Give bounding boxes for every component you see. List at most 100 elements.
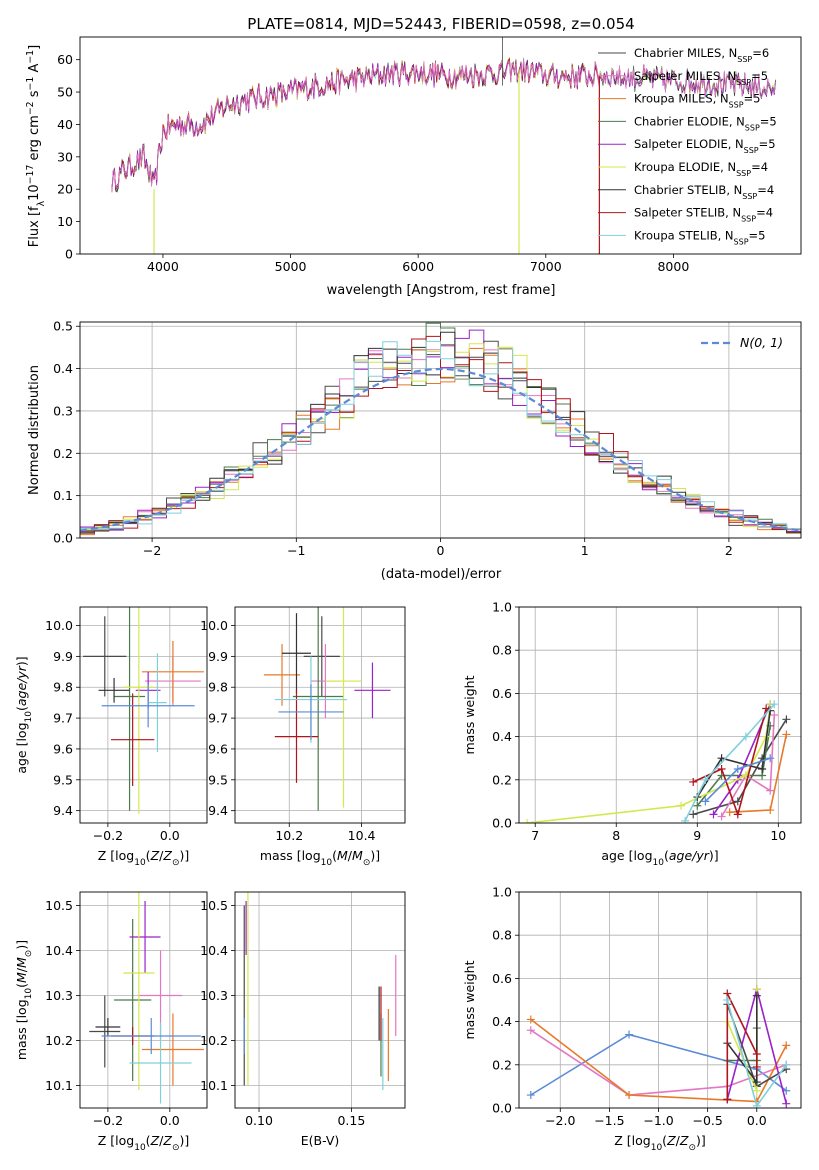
- x-axis-label: E(B-V): [301, 1133, 340, 1148]
- residuals-x-label: (data-model)/error: [381, 567, 502, 582]
- label-part: Salpeter MILES, N: [634, 69, 736, 83]
- label-part: Z: [150, 848, 160, 863]
- label-part: /: [159, 1133, 164, 1148]
- y-tick-label: 10.2: [45, 1033, 73, 1048]
- y-tick-label: 9.9: [53, 649, 73, 664]
- x-tick-label: 10: [770, 828, 786, 843]
- label-part: SSP: [741, 214, 756, 223]
- label-part: )]: [370, 848, 380, 863]
- label-part: Normed distribution: [27, 365, 42, 495]
- label-part: mass weight: [462, 675, 477, 754]
- label-part: s: [27, 90, 42, 101]
- label-part: 10: [24, 711, 34, 723]
- legend-label: Chabrier ELODIE, NSSP=5: [634, 114, 777, 131]
- x-tick-label: 0.0: [160, 828, 180, 843]
- axes-frame: [518, 891, 802, 1109]
- weight-marker-normal: [733, 765, 742, 773]
- weight-marker-kroupa_miles: [766, 806, 775, 815]
- weight-marker-salpeter_stelib: [762, 704, 771, 713]
- label-part: )]: [696, 1133, 706, 1148]
- x-tick-label: −0.5: [692, 1113, 722, 1128]
- panel-weight_vs_age: 7 8 9 10 0.0 0.2 0.4 0.6 0.8 1.0 mass weight age [l…: [462, 600, 802, 868]
- weight-marker-salpeter_miles: [766, 786, 775, 795]
- label-part: =4: [757, 183, 774, 197]
- weight-marker-kroupa_elodie: [752, 1086, 761, 1095]
- legend-label: Salpeter STELIB, NSSP=4: [634, 206, 773, 224]
- y-tick-label: 9.6: [208, 741, 228, 756]
- label-part: M: [14, 972, 29, 983]
- label-part: 10: [653, 858, 665, 868]
- y-tick-label: 10.1: [45, 1078, 73, 1093]
- y-tick-label: 0.8: [492, 928, 512, 943]
- label-part: Z [log: [98, 848, 134, 863]
- label-part: Kroupa ELODIE, N: [634, 160, 736, 174]
- panel-residuals: −2 −1 0 1 2 0.0 0.1 0.2 0.3 0.4 0.5 N(0, 1) (data-mo…: [27, 319, 802, 582]
- spectrum-y-label: Flux [fλ10−17 erg cm−2 s−1 A−1]: [25, 45, 47, 247]
- weight-marker-chabrier_stelib: [752, 991, 761, 1000]
- x-tick-label: 8000: [657, 259, 689, 274]
- x-axis-label: Z [log10(Z/Z⊙)]: [98, 1133, 190, 1153]
- label-part: (: [14, 706, 29, 711]
- weight-marker-salpeter_stelib: [733, 810, 742, 819]
- label-part: /: [348, 848, 353, 863]
- label-part: Z [log: [614, 1133, 650, 1148]
- label-part: =5: [759, 137, 776, 151]
- label-part: Chabrier MILES, N: [634, 46, 737, 60]
- y-tick-label: 30: [57, 149, 73, 164]
- weight-marker-kroupa_miles: [782, 730, 791, 739]
- panel-spectrum: 4000 5000 6000 7000 8000 0 10 20 30 40 50 60 wavelen…: [25, 36, 802, 298]
- label-part: 10: [24, 988, 34, 1000]
- label-part: Z [log: [98, 1133, 134, 1148]
- x-tick-label: 0.0: [160, 1113, 180, 1128]
- weight-marker-salpeter_miles: [717, 812, 726, 821]
- label-part: ⊙: [172, 858, 180, 868]
- label-part: (: [146, 848, 151, 863]
- label-part: =6: [752, 46, 769, 60]
- weight-marker-kroupa_stelib: [701, 775, 710, 784]
- label-part: Z: [162, 1133, 172, 1148]
- y-tick-label: 10.2: [200, 1033, 228, 1048]
- x-tick-label: 6000: [402, 259, 434, 274]
- weight-marker-salpeter_elodie: [709, 810, 718, 819]
- panel-age_vs_mass: 10.2 10.4 9.4 9.5 9.6 9.7 9.8 9.9 10.0 mass [log1…: [200, 606, 406, 868]
- weight-marker-kroupa_elodie: [523, 819, 532, 823]
- x-tick-label: 10.2: [275, 828, 303, 843]
- x-tick-label: 5000: [275, 259, 307, 274]
- label-part: mass weight: [462, 960, 477, 1039]
- weight-line-kroupa_stelib: [684, 703, 775, 822]
- weight-marker-salpeter_stelib: [689, 777, 698, 786]
- label-part: ⊙: [172, 1143, 180, 1153]
- label-part: /: [676, 1133, 681, 1148]
- x-tick-label: −2: [143, 543, 161, 558]
- weight-marker-kroupa_stelib: [723, 996, 732, 1004]
- plot-area: [263, 607, 391, 811]
- y-tick-label: 0.2: [53, 446, 73, 461]
- axes-frame: [79, 606, 208, 824]
- x-tick-label: 9: [693, 828, 701, 843]
- y-tick-label: 0.1: [53, 488, 73, 503]
- y-tick-label: 10.0: [45, 618, 73, 633]
- x-axis-label: mass [log10(M/M⊙)]: [260, 848, 380, 868]
- y-tick-label: 0.2: [492, 1057, 512, 1072]
- y-tick-label: 0.0: [492, 1101, 512, 1116]
- weight-line-salpeter_miles: [720, 714, 776, 817]
- label-part: (: [662, 1133, 667, 1148]
- label-part: age/yr: [14, 665, 29, 706]
- plot-area: [83, 607, 204, 814]
- label-part: Z: [162, 848, 172, 863]
- weight-marker-kroupa_stelib: [681, 816, 690, 823]
- x-axis-label: Z [log10(Z/Z⊙)]: [98, 848, 190, 868]
- x-tick-label: −0.2: [93, 1113, 123, 1128]
- spectrum-x-label: wavelength [Angstrom, rest frame]: [327, 283, 556, 298]
- label-part: mass [log: [260, 848, 321, 863]
- weight-marker-chabrier_miles: [689, 810, 698, 819]
- label-part: wavelength [Angstrom, rest frame]: [327, 283, 556, 298]
- label-part: =4: [756, 206, 773, 220]
- x-tick-label: 0.0: [747, 1113, 767, 1128]
- label-part: )]: [179, 848, 189, 863]
- weight-line-chabrier_stelib: [696, 710, 771, 798]
- x-tick-label: 4000: [147, 259, 179, 274]
- weight-marker-kroupa_elodie: [677, 801, 686, 810]
- label-part: Chabrier STELIB, N: [634, 183, 742, 197]
- weight-marker-chabrier_elodie: [693, 801, 702, 810]
